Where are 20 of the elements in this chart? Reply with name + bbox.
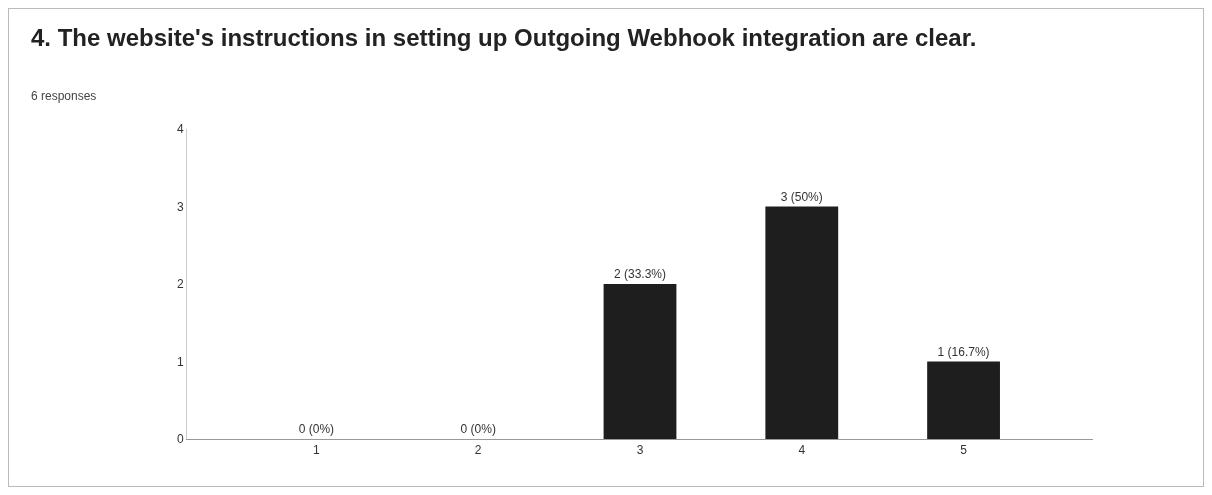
- y-tick-label: 3: [176, 199, 184, 214]
- y-tick-label: 1: [176, 354, 184, 369]
- y-tick-label: 2: [176, 277, 184, 292]
- bar: [927, 361, 1000, 439]
- data-label: 0 (0%): [460, 422, 496, 436]
- text: 6 responses: [31, 89, 97, 103]
- data-label: 2 (33.3%): [613, 267, 667, 281]
- y-tick-label: 4: [176, 122, 184, 137]
- bar: [765, 206, 839, 439]
- x-tick-label: 3: [636, 443, 644, 458]
- y-tick-label: 0: [176, 432, 184, 447]
- x-tick-label: 2: [474, 443, 482, 458]
- x-tick-label: 4: [798, 443, 806, 458]
- data-label: 0 (0%): [298, 422, 335, 436]
- x-tick-label: 1: [313, 443, 321, 458]
- bar: [603, 284, 677, 439]
- data-label: 3 (50%): [780, 189, 823, 204]
- x-tick-label: 5: [960, 443, 968, 458]
- chart-title: 4. The website's instructions in setting up Outgoing Webhook integration are clear.: [31, 23, 978, 53]
- data-label: 1 (16.7%): [937, 344, 990, 359]
